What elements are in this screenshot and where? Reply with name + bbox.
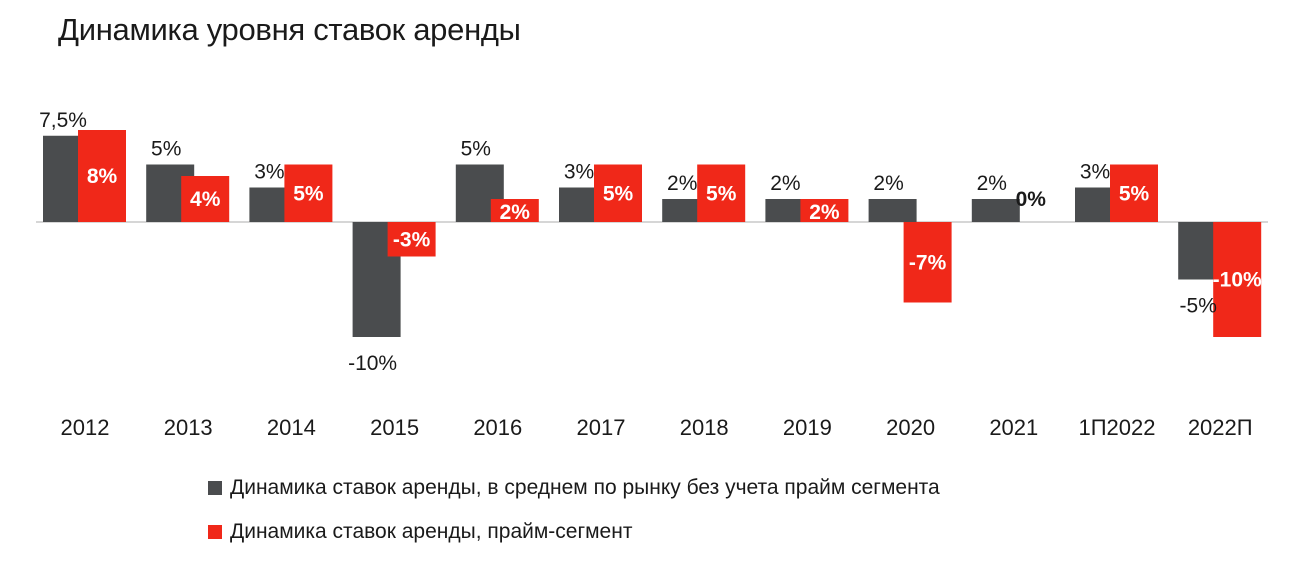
legend-label-prime: Динамика ставок аренды, прайм-сегмент xyxy=(230,520,633,543)
bar-prime-2017 xyxy=(594,164,642,222)
label-prime-2021: 0% xyxy=(1016,188,1047,211)
label-market-2015: -10% xyxy=(348,352,397,375)
x-tick-label-2021: 2021 xyxy=(989,415,1038,440)
label-prime-2012: 8% xyxy=(87,165,118,188)
label-market-2019: 2% xyxy=(770,172,800,195)
x-tick-label-2020: 2020 xyxy=(886,415,935,440)
legend-swatch-prime xyxy=(208,525,222,539)
label-prime-1П2022: 5% xyxy=(1119,182,1150,205)
label-market-2022П: -5% xyxy=(1180,295,1217,318)
label-prime-2015: -3% xyxy=(393,228,431,251)
label-prime-2020: -7% xyxy=(909,251,947,274)
bar-prime-2016 xyxy=(490,199,539,222)
x-tick-label-2013: 2013 xyxy=(164,415,213,440)
label-market-2018: 2% xyxy=(667,172,697,195)
x-tick-label-2017: 2017 xyxy=(577,415,626,440)
label-market-2014: 3% xyxy=(254,161,284,184)
label-market-2017: 3% xyxy=(564,161,594,184)
x-tick-label-2018: 2018 xyxy=(680,415,729,440)
x-tick-label-2022П: 2022П xyxy=(1188,415,1253,440)
bar-chart: 7,5% 8% 2012 5% 4% 2013 3% 5% 2014 -10% -3% 2015 5% 2… xyxy=(36,109,1268,440)
bar-market-2021 xyxy=(971,199,1020,222)
bar-prime-2020 xyxy=(903,222,952,303)
bar-prime-2015 xyxy=(387,222,436,257)
label-prime-2019: 2% xyxy=(809,201,840,224)
label-market-2020: 2% xyxy=(873,172,903,195)
label-prime-2022П: -10% xyxy=(1213,269,1262,292)
bar-prime-2018 xyxy=(697,164,746,222)
label-prime-2014: 5% xyxy=(293,182,324,205)
x-tick-label-1П2022: 1П2022 xyxy=(1079,415,1156,440)
bar-prime-1П2022 xyxy=(1110,164,1158,222)
legend-item-prime: Динамика ставок аренды, прайм-сегмент xyxy=(208,518,940,546)
bar-prime-2013 xyxy=(181,176,230,222)
legend: Динамика ставок аренды, в среднем по рын… xyxy=(208,474,940,562)
bar-prime-2019 xyxy=(800,199,849,222)
label-market-2013: 5% xyxy=(151,138,181,161)
label-prime-2016: 2% xyxy=(500,201,531,224)
label-prime-2017: 5% xyxy=(603,182,634,205)
label-market-1П2022: 3% xyxy=(1080,161,1110,184)
legend-label-market: Динамика ставок аренды, в среднем по рын… xyxy=(230,476,940,499)
chart-title: Динамика уровня ставок аренды xyxy=(58,12,521,47)
x-tick-label-2019: 2019 xyxy=(783,415,832,440)
bar-market-2020 xyxy=(868,199,917,222)
x-tick-label-2015: 2015 xyxy=(370,415,419,440)
label-market-2012: 7,5% xyxy=(39,109,87,132)
label-market-2021: 2% xyxy=(977,172,1007,195)
bar-prime-2022П xyxy=(1213,222,1262,337)
label-prime-2018: 5% xyxy=(706,182,737,205)
legend-item-market: Динамика ставок аренды, в среднем по рын… xyxy=(208,474,940,502)
x-tick-label-2016: 2016 xyxy=(473,415,522,440)
legend-swatch-market xyxy=(208,481,222,495)
bar-prime-2012 xyxy=(78,130,126,222)
x-tick-label-2012: 2012 xyxy=(61,415,110,440)
x-tick-label-2014: 2014 xyxy=(267,415,316,440)
label-market-2016: 5% xyxy=(461,138,491,161)
bar-prime-2014 xyxy=(284,164,333,222)
label-prime-2013: 4% xyxy=(190,188,221,211)
